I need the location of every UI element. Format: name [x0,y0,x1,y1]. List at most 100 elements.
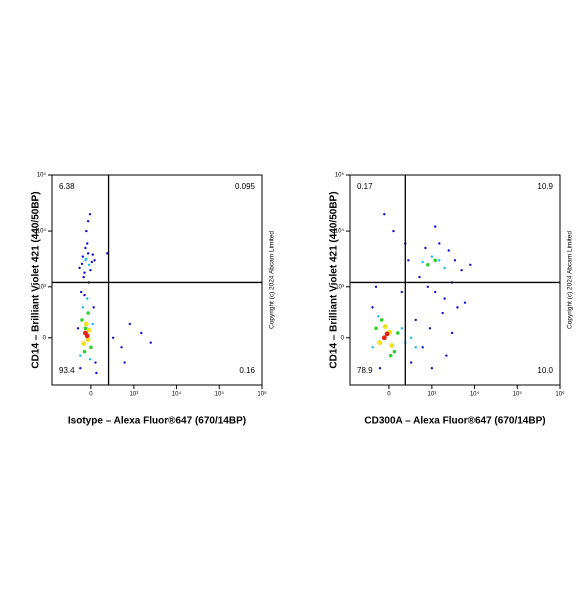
data-point [418,275,421,279]
data-point [111,336,115,340]
data-point [456,306,459,309]
y-tick-label: 10⁵ [37,172,47,179]
quadrant-label: 10.0 [537,366,553,375]
data-point [392,349,397,354]
data-point [428,327,432,330]
data-point [453,259,457,262]
x-tick-label: 10³ [428,392,437,398]
data-point [95,371,98,375]
data-point [120,346,123,349]
quadrant-label: 10.9 [537,182,553,191]
data-point [92,306,95,309]
x-tick-label: 10⁶ [257,391,267,398]
data-point [128,322,132,326]
data-point [407,259,410,262]
data-point [86,242,89,245]
data-point [83,326,88,331]
quadrant-label: 0.095 [235,182,256,191]
data-point [85,337,91,343]
copyright: Copyright (c) 2024 Abcam Limited [567,231,574,329]
data-point [430,367,434,370]
data-point [443,297,446,300]
data-point [78,266,81,270]
data-point [88,212,92,216]
data-point [149,341,152,344]
data-point [81,306,85,309]
x-tick-label: 10⁴ [172,391,182,398]
data-point [76,327,80,330]
data-point [463,301,467,304]
quadrant-label: 78.9 [357,366,373,375]
x-tick-label: 0 [387,392,391,398]
data-point [140,331,143,335]
x-tick-label: 10⁴ [470,391,480,398]
data-point [84,246,87,250]
data-point [450,331,454,335]
data-point [438,259,441,262]
data-point [396,331,400,335]
data-point [381,335,387,341]
data-point [460,268,463,272]
data-point [83,271,86,274]
data-point [80,262,84,266]
data-point [424,246,427,250]
data-point [433,290,437,294]
data-point [87,263,91,266]
data-point [81,341,87,346]
quadrant-label: 0.17 [357,182,373,191]
data-point [426,285,430,288]
data-point [86,220,90,223]
data-point [90,260,94,264]
data-point [84,333,90,339]
data-point [447,249,450,252]
data-point [86,297,89,300]
data-point [82,349,87,354]
y-tick-label: 0 [43,335,47,341]
data-point [91,253,94,256]
data-point [79,354,82,357]
data-point [379,318,384,322]
data-point [94,361,97,364]
data-point [392,229,395,233]
data-point [79,367,82,370]
y-tick-label: 10⁴ [37,228,47,235]
data-point [382,324,388,329]
data-point [430,255,434,258]
data-point [85,257,88,260]
x-axis-label: CD300A – Alexa Fluor®647 (670/14BP) [364,416,545,427]
data-point [83,321,89,327]
data-point [469,263,472,266]
data-point [421,260,424,264]
data-point [445,354,448,357]
data-point [79,290,83,294]
data-point [441,311,444,315]
x-tick-label: 10⁵ [215,391,225,398]
data-point [85,229,88,233]
data-point [384,331,390,337]
data-point [443,266,446,270]
data-point [414,346,417,349]
data-point [438,242,441,245]
data-point [106,252,109,255]
data-point [89,345,93,350]
copyright: Copyright (c) 2024 Abcam Limited [269,231,276,329]
data-point [433,225,437,228]
data-point [421,346,424,349]
data-point [371,306,374,309]
y-tick-label: 0 [341,335,345,341]
data-point [88,358,92,361]
data-point [374,285,378,288]
data-point [414,318,417,322]
x-tick-label: 10⁵ [513,391,523,398]
data-point [388,353,393,358]
data-point [91,322,94,326]
y-tick-label: 10⁴ [335,228,345,235]
data-point [81,255,85,258]
y-axis-label: CD14 – Brilliant Violet 421 (440/50BP) [31,191,42,368]
data-point [433,258,437,263]
data-point [377,315,380,318]
data-point [89,268,92,272]
data-point [123,361,126,364]
